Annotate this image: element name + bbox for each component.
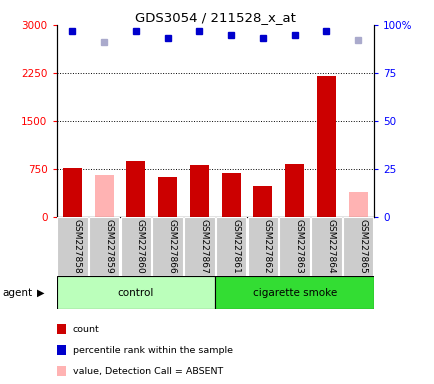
Bar [152, 217, 183, 276]
Title: GDS3054 / 211528_x_at: GDS3054 / 211528_x_at [135, 11, 295, 24]
Bar [215, 276, 373, 309]
Bar [57, 217, 88, 276]
Bar [221, 173, 240, 217]
Text: control: control [118, 288, 154, 298]
Bar [285, 164, 303, 217]
Bar [247, 217, 278, 276]
Bar [120, 217, 151, 276]
Text: value, Detection Call = ABSENT: value, Detection Call = ABSENT [72, 367, 222, 376]
Bar [158, 177, 177, 217]
Bar [56, 276, 215, 309]
Bar [184, 217, 214, 276]
Text: GSM227859: GSM227859 [104, 219, 113, 273]
Bar [342, 217, 373, 276]
Text: cigarette smoke: cigarette smoke [252, 288, 336, 298]
Text: GSM227860: GSM227860 [136, 219, 145, 273]
Bar [348, 192, 367, 217]
Text: agent: agent [2, 288, 32, 298]
Text: GSM227866: GSM227866 [168, 219, 176, 273]
Bar [316, 76, 335, 217]
Text: ▶: ▶ [37, 288, 44, 298]
Bar [190, 165, 208, 217]
Text: GSM227865: GSM227865 [358, 219, 366, 273]
Bar [63, 168, 82, 217]
Bar [215, 217, 246, 276]
Bar [95, 175, 113, 217]
Text: count: count [72, 324, 99, 334]
Text: GSM227863: GSM227863 [294, 219, 303, 273]
Text: GSM227864: GSM227864 [326, 219, 335, 273]
Bar [126, 161, 145, 217]
Bar [253, 186, 272, 217]
Text: GSM227858: GSM227858 [72, 219, 81, 273]
Bar [89, 217, 119, 276]
Text: GSM227867: GSM227867 [199, 219, 208, 273]
Text: percentile rank within the sample: percentile rank within the sample [72, 346, 232, 355]
Bar [310, 217, 341, 276]
Text: GSM227862: GSM227862 [262, 219, 271, 273]
Text: GSM227861: GSM227861 [231, 219, 240, 273]
Bar [279, 217, 309, 276]
